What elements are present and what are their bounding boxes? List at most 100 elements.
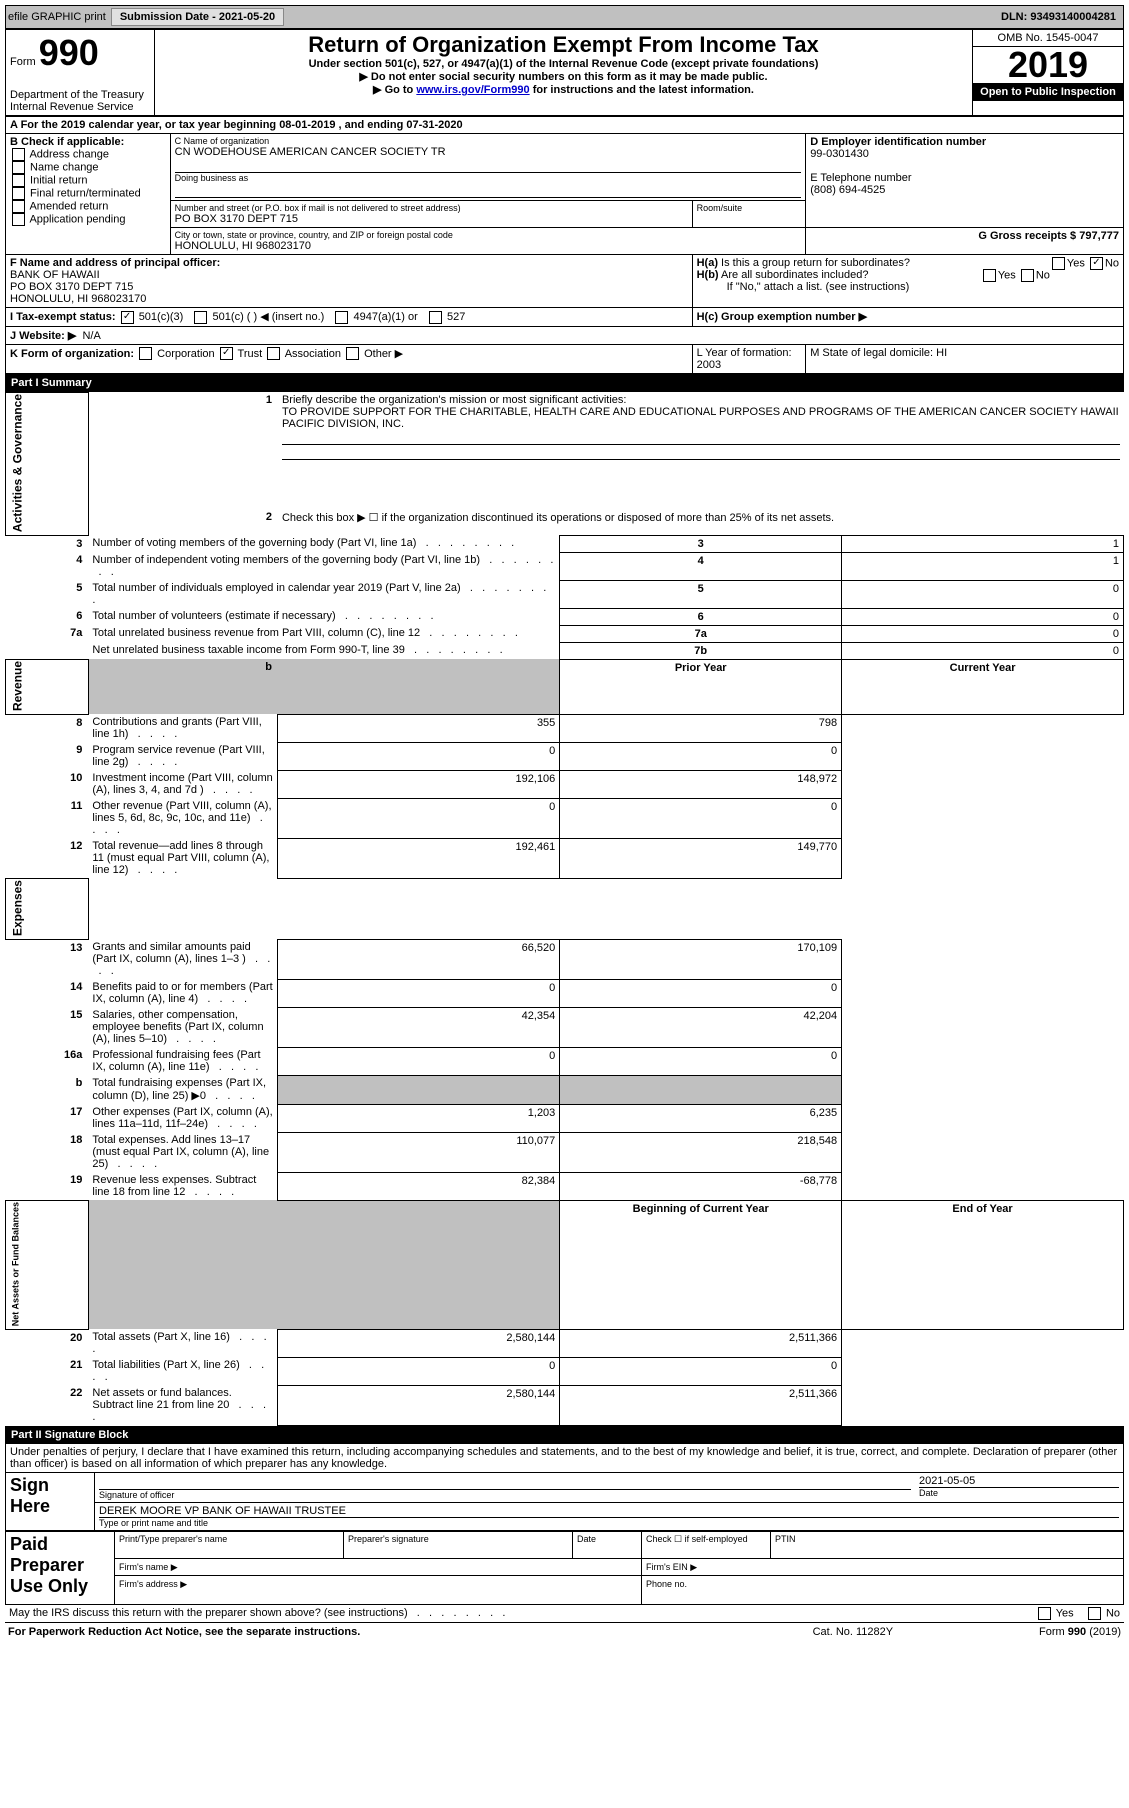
e-label: E Telephone number (810, 172, 1119, 184)
gov-row: 7aTotal unrelated business revenue from … (6, 625, 1124, 642)
line1-text: TO PROVIDE SUPPORT FOR THE CHARITABLE, H… (282, 406, 1119, 430)
dba-label: Doing business as (175, 173, 802, 183)
form-prefix: Form (10, 56, 36, 68)
data-row: 14Benefits paid to or for members (Part … (6, 979, 1124, 1007)
sig-officer-label: Signature of officer (99, 1490, 911, 1500)
b-check-item: Amended return (10, 200, 166, 213)
begin-year-header: Beginning of Current Year (560, 1200, 842, 1329)
declaration-text: Under penalties of perjury, I declare th… (5, 1444, 1124, 1472)
firm-ein-label: Firm's EIN ▶ (646, 1562, 697, 1572)
hb-row: H(b) Are all subordinates included? Yes … (697, 269, 1119, 281)
may-irs-row: May the IRS discuss this return with the… (5, 1605, 1124, 1622)
ha-row: H(a) Is this a group return for subordin… (697, 257, 1119, 269)
c-name-value: CN WODEHOUSE AMERICAN CANCER SOCIETY TR (175, 146, 802, 158)
b-check-item: Application pending (10, 213, 166, 226)
i-row: I Tax-exempt status: ✓ 501(c)(3) 501(c) … (6, 308, 693, 327)
hc-row: H(c) Group exemption number ▶ (692, 308, 1123, 327)
vcat-governance: Activities & Governance (6, 392, 89, 535)
b-label: B Check if applicable: (10, 136, 166, 148)
may-irs-checks: Yes No (956, 1605, 1124, 1622)
data-row: 12Total revenue—add lines 8 through 11 (… (6, 838, 1124, 878)
efile-header: efile GRAPHIC print Submission Date - 20… (5, 5, 1124, 29)
dln-label: DLN: 93493140004281 (1001, 11, 1116, 23)
data-row: 22Net assets or fund balances. Subtract … (6, 1385, 1124, 1425)
vcat-revenue: Revenue (6, 659, 89, 714)
form-note2: ▶ Go to www.irs.gov/Form990 for instruct… (159, 83, 968, 96)
b-check-item: Name change (10, 161, 166, 174)
l-year: L Year of formation: 2003 (692, 344, 806, 373)
b-check-item: Final return/terminated (10, 187, 166, 200)
end-year-header: End of Year (842, 1200, 1124, 1329)
f-label: F Name and address of principal officer: (10, 257, 688, 269)
gov-row: 4Number of independent voting members of… (6, 552, 1124, 580)
tax-year: 2019 (973, 47, 1123, 83)
paid-preparer-label: Paid Preparer Use Only (6, 1531, 115, 1604)
data-row: 11Other revenue (Part VIII, column (A), … (6, 798, 1124, 838)
data-row: 15Salaries, other compensation, employee… (6, 1007, 1124, 1047)
efile-label: efile GRAPHIC print (8, 11, 106, 23)
data-row: 19Revenue less expenses. Subtract line 1… (6, 1172, 1124, 1200)
dept-treasury: Department of the Treasury (10, 89, 150, 101)
vcat-netassets: Net Assets or Fund Balances (6, 1200, 89, 1329)
f-street: PO BOX 3170 DEPT 715 (10, 281, 688, 293)
prep-date-label: Date (577, 1534, 637, 1544)
b-check-item: Address change (10, 148, 166, 161)
data-row: 17Other expenses (Part IX, column (A), l… (6, 1104, 1124, 1132)
irs-link[interactable]: www.irs.gov/Form990 (416, 84, 529, 96)
hb-note: If "No," attach a list. (see instruction… (697, 281, 1119, 293)
e-value: (808) 694-4525 (810, 184, 1119, 196)
data-row: 8Contributions and grants (Part VIII, li… (6, 714, 1124, 742)
gov-row: 6Total number of volunteers (estimate if… (6, 608, 1124, 625)
submission-date-button[interactable]: Submission Date - 2021-05-20 (111, 8, 284, 26)
j-row: J Website: ▶ N/A (6, 326, 1124, 344)
form-number: 990 (39, 32, 99, 73)
gov-row: 5Total number of individuals employed in… (6, 580, 1124, 608)
form-header-table: Form 990 Department of the Treasury Inte… (5, 29, 1124, 116)
data-row: 16aProfessional fundraising fees (Part I… (6, 1047, 1124, 1075)
line-a: A For the 2019 calendar year, or tax yea… (6, 117, 1124, 134)
part2-header: Part II Signature Block (5, 1426, 1124, 1444)
data-row: 9Program service revenue (Part VIII, lin… (6, 742, 1124, 770)
data-row: 20Total assets (Part X, line 16) . . . .… (6, 1329, 1124, 1357)
part1-table: Activities & Governance 1 Briefly descri… (5, 392, 1124, 1426)
officer-name: DEREK MOORE VP BANK OF HAWAII TRUSTEE (99, 1505, 1119, 1517)
may-irs-text: May the IRS discuss this return with the… (5, 1605, 956, 1622)
current-year-header: Current Year (842, 659, 1124, 714)
data-row: bTotal fundraising expenses (Part IX, co… (6, 1075, 1124, 1104)
form-subtitle: Under section 501(c), 527, or 4947(a)(1)… (159, 58, 968, 70)
b-check-item: Initial return (10, 174, 166, 187)
part1-header: Part I Summary (5, 374, 1124, 392)
prior-year-header: Prior Year (560, 659, 842, 714)
cat-no: Cat. No. 11282Y (765, 1625, 941, 1639)
city-value: HONOLULU, HI 968023170 (175, 240, 802, 252)
open-public-box: Open to Public Inspection (973, 83, 1123, 101)
gov-row: Net unrelated business taxable income fr… (6, 642, 1124, 659)
city-label: City or town, state or province, country… (175, 230, 802, 240)
form-footer: Form 990 (2019) (943, 1625, 1122, 1639)
form-title: Return of Organization Exempt From Incom… (159, 32, 968, 58)
footer-row: For Paperwork Reduction Act Notice, see … (5, 1622, 1124, 1641)
irs-label: Internal Revenue Service (10, 101, 150, 113)
gov-row: 3Number of voting members of the governi… (6, 535, 1124, 552)
phone-label: Phone no. (646, 1579, 687, 1589)
street-label: Number and street (or P.O. box if mail i… (175, 203, 688, 213)
line2-text: Check this box ▶ ☐ if the organization d… (278, 509, 1124, 535)
form-note1: ▶ Do not enter social security numbers o… (159, 70, 968, 83)
sign-here-label: Sign Here (6, 1472, 95, 1530)
street-value: PO BOX 3170 DEPT 715 (175, 213, 688, 225)
room-label: Room/suite (697, 203, 802, 213)
data-row: 10Investment income (Part VIII, column (… (6, 770, 1124, 798)
vcat-expenses: Expenses (6, 878, 89, 939)
prep-name-label: Print/Type preparer's name (119, 1534, 339, 1544)
data-row: 21Total liabilities (Part X, line 26) . … (6, 1357, 1124, 1385)
firm-name-label: Firm's name ▶ (119, 1562, 178, 1572)
signature-table: Sign Here Signature of officer 2021-05-0… (5, 1472, 1124, 1531)
data-row: 13Grants and similar amounts paid (Part … (6, 939, 1124, 979)
m-state: M State of legal domicile: HI (806, 344, 1124, 373)
preparer-table: Paid Preparer Use Only Print/Type prepar… (5, 1531, 1124, 1605)
date-label: Date (919, 1487, 1119, 1498)
check-self-label: Check ☐ if self-employed (646, 1534, 766, 1545)
section-a-table: A For the 2019 calendar year, or tax yea… (5, 116, 1124, 374)
g-gross-receipts: G Gross receipts $ 797,777 (806, 228, 1124, 255)
firm-addr-label: Firm's address ▶ (119, 1579, 187, 1589)
